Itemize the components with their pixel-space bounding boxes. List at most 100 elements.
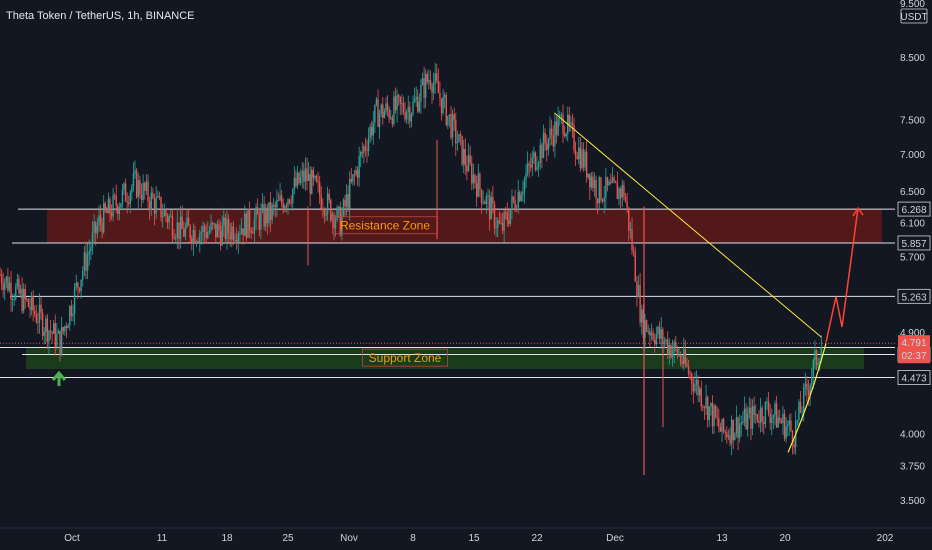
candle-body	[52, 323, 55, 334]
candle-body	[183, 228, 185, 237]
candle-body	[650, 332, 653, 336]
candle-body	[99, 215, 102, 223]
candle-body	[179, 216, 182, 239]
candle-body	[819, 360, 821, 363]
candle-body	[714, 405, 717, 417]
candle-body	[98, 215, 100, 226]
candle-body	[743, 408, 746, 422]
candle-body	[407, 106, 409, 112]
candle-body	[645, 320, 648, 332]
candle-body	[140, 194, 143, 200]
time-tick-label: 15	[468, 533, 480, 544]
candle-body	[578, 147, 580, 159]
candle-body	[642, 309, 645, 338]
candle-body	[306, 168, 308, 181]
current-price-label: 4.791	[901, 338, 926, 349]
candle-body	[268, 202, 270, 224]
projection-path[interactable]	[825, 208, 859, 343]
price-axis[interactable]	[897, 0, 932, 528]
candle-body	[759, 407, 762, 423]
candle-body	[287, 199, 289, 207]
candle-body	[418, 101, 421, 112]
candle-body	[536, 167, 538, 170]
candle-body	[95, 222, 97, 234]
candle-body	[312, 170, 315, 178]
candle-body	[756, 414, 759, 421]
candle-body	[147, 181, 149, 202]
candle-body	[469, 154, 471, 164]
candle-body	[195, 241, 198, 244]
candle-body	[581, 149, 583, 169]
candle-body	[692, 383, 695, 392]
candle-body	[443, 95, 446, 97]
candle-body	[85, 252, 87, 271]
time-tick-label: Oct	[64, 533, 80, 544]
candle-body	[341, 215, 343, 236]
candle-body	[70, 305, 73, 316]
candle-body	[541, 144, 543, 159]
candle-body	[8, 282, 11, 291]
candle-body	[377, 99, 379, 127]
candle-body	[772, 415, 775, 418]
candle-body	[676, 347, 679, 356]
candle-body	[189, 225, 191, 239]
chart-title: Theta Token / TetherUS, 1h, BINANCE	[6, 10, 195, 22]
candle-body	[256, 207, 259, 215]
price-tick-label: 3.750	[900, 462, 925, 473]
candle-body	[405, 111, 408, 120]
candle-body	[187, 217, 190, 226]
candle-body	[200, 232, 203, 234]
candle-body	[314, 176, 316, 178]
candle-body	[560, 114, 563, 116]
candle-body	[110, 213, 113, 217]
price-level-label: 6.268	[901, 205, 926, 216]
candle-body	[585, 151, 588, 178]
candle-body	[531, 157, 534, 168]
candle-body	[775, 403, 778, 428]
candle-body	[163, 210, 165, 217]
candle-body	[269, 202, 272, 220]
candle-body	[229, 232, 231, 240]
candle-body	[426, 73, 428, 82]
candle-body	[613, 177, 615, 182]
support-zone-label: Support Zone	[369, 351, 442, 365]
candle-body	[796, 419, 798, 422]
candle-body	[339, 206, 341, 236]
candle-body	[352, 174, 354, 182]
rising-trendline[interactable]	[787, 343, 827, 453]
candle-body	[263, 204, 265, 227]
trendline[interactable]	[554, 112, 822, 338]
candle-body	[208, 231, 211, 233]
candle-body	[628, 207, 630, 231]
candle-body	[258, 214, 260, 230]
candle-body	[282, 202, 284, 211]
candle-body	[4, 281, 6, 291]
candle-body	[702, 406, 704, 408]
candle-body	[24, 289, 26, 299]
candle-body	[755, 414, 757, 416]
time-tick-label: 8	[410, 533, 416, 544]
candle-body	[512, 196, 515, 201]
currency-box	[900, 8, 928, 24]
candle-body	[448, 114, 451, 116]
candle-body	[453, 114, 455, 121]
candle-body	[459, 134, 462, 136]
candle-body	[820, 346, 823, 361]
candle-body	[718, 418, 720, 428]
candle-body	[32, 295, 34, 311]
currency-label: USDT	[900, 12, 927, 23]
candle-body	[716, 416, 718, 419]
candle-body	[748, 407, 751, 414]
candle-body	[247, 208, 249, 238]
candle-body	[689, 373, 691, 375]
candle-body	[769, 413, 771, 423]
candle-body	[686, 363, 688, 367]
candle-body	[592, 176, 594, 189]
candle-body	[41, 312, 44, 336]
time-tick-label: 11	[157, 533, 168, 544]
candle-body	[386, 103, 389, 110]
candle-body	[774, 403, 776, 416]
candle-body	[166, 216, 169, 223]
candle-body	[298, 172, 300, 184]
